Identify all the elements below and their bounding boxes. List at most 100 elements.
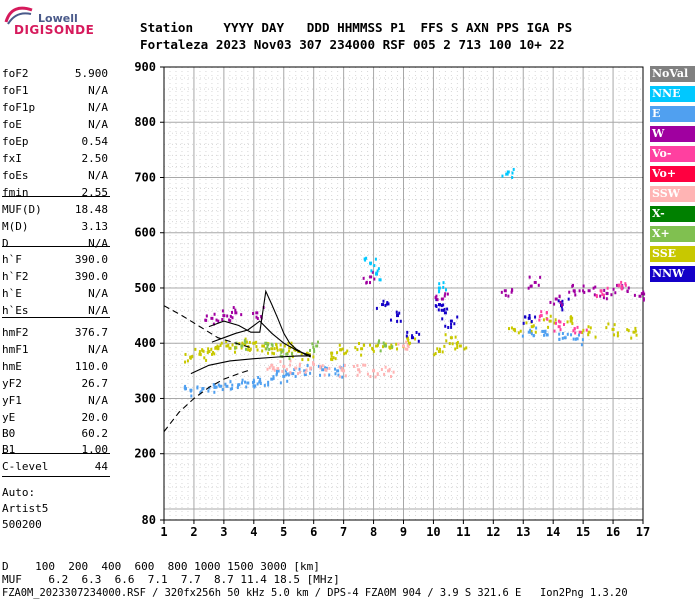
data-point-sse — [217, 345, 220, 349]
data-point-e — [252, 384, 255, 388]
x-tick-label: 17 — [636, 525, 650, 539]
data-point-sse — [626, 328, 629, 332]
data-point-w — [553, 302, 556, 306]
data-point-e — [286, 379, 289, 383]
data-point-ssw — [299, 370, 302, 374]
data-point-e — [229, 380, 232, 384]
data-point-w — [599, 294, 602, 298]
data-point-e — [581, 338, 584, 342]
data-point-nnw — [527, 316, 531, 320]
data-point-w — [605, 297, 608, 301]
data-point-e — [328, 373, 331, 377]
data-point-e — [561, 336, 564, 340]
param-value-hme: 110.0 — [74, 360, 108, 373]
data-point-e — [275, 369, 278, 373]
data-point-vo — [538, 318, 541, 322]
data-point-sse — [510, 326, 513, 330]
data-point-e — [570, 333, 573, 337]
data-point-nnw — [389, 318, 392, 322]
data-point-vo — [554, 321, 557, 325]
data-point-sse — [632, 330, 636, 334]
data-point-vo — [540, 310, 543, 314]
data-point-e — [303, 369, 307, 373]
data-point-ssw — [298, 362, 301, 366]
data-point-sse — [338, 343, 341, 347]
data-point-w — [559, 300, 562, 304]
data-point-e — [521, 334, 524, 338]
data-point-sse — [587, 325, 590, 329]
panel-divider — [2, 476, 110, 477]
data-point-vo — [557, 319, 560, 323]
data-point-e — [256, 382, 259, 386]
data-point-sse — [184, 352, 187, 356]
data-point-ssw — [356, 373, 359, 377]
data-point-ssw — [390, 374, 393, 378]
data-point-x — [268, 347, 271, 351]
data-point-vo — [620, 284, 623, 288]
data-point-ssw — [312, 363, 315, 367]
data-point-e — [208, 386, 211, 390]
data-point-nnw — [443, 311, 447, 315]
x-tick-label: 15 — [576, 525, 590, 539]
data-point-sse — [206, 351, 209, 355]
param-value-fmin: 2.55 — [81, 186, 109, 199]
data-point-e — [220, 384, 223, 388]
data-point-nnw — [417, 339, 420, 343]
param-label-fof1p: foF1p — [2, 101, 36, 114]
data-point-e — [201, 387, 204, 391]
data-point-nne — [444, 288, 447, 292]
data-point-vo — [572, 329, 575, 333]
data-point-e — [580, 343, 583, 347]
data-point-sse — [248, 340, 251, 344]
data-point-sse — [571, 316, 574, 320]
data-point-w — [626, 289, 629, 293]
data-point-e — [272, 375, 275, 379]
data-point-ssw — [343, 363, 346, 367]
y-tick-label: 500 — [134, 281, 156, 295]
data-point-nnw — [386, 301, 389, 305]
param-label-foep: foEp — [2, 135, 29, 148]
data-point-sse — [530, 330, 533, 334]
data-point-x — [313, 349, 316, 353]
data-point-sse — [290, 341, 293, 345]
data-point-vo — [620, 280, 623, 284]
data-point-sse — [547, 325, 550, 329]
data-point-x — [288, 357, 291, 361]
data-point-sse — [184, 360, 187, 364]
data-point-ssw — [312, 361, 315, 365]
data-point-nnw — [410, 336, 414, 340]
data-point-sse — [553, 321, 556, 325]
data-point-sse — [336, 351, 339, 355]
data-point-w — [231, 310, 234, 314]
data-point-nnw — [560, 305, 563, 309]
x-tick-label: 16 — [606, 525, 620, 539]
data-point-nnw — [456, 315, 459, 319]
data-point-sse — [227, 343, 230, 347]
param-label-hmf1: hmF1 — [2, 343, 29, 356]
data-point-vo — [601, 292, 604, 296]
data-point-e — [190, 394, 193, 398]
data-point-nnw — [387, 302, 390, 306]
param-value-hes: N/A — [88, 304, 108, 317]
param-label-yf2: yF2 — [2, 377, 22, 390]
data-point-sse — [456, 340, 459, 344]
data-point-e — [334, 372, 337, 376]
data-point-w — [558, 294, 561, 298]
data-point-w — [587, 289, 591, 293]
data-point-e — [245, 385, 248, 389]
data-point-nnw — [396, 319, 399, 323]
data-point-sse — [216, 347, 220, 351]
data-point-sse — [241, 341, 244, 345]
data-point-e — [317, 364, 320, 368]
data-point-sse — [589, 326, 592, 330]
data-point-sse — [613, 323, 616, 327]
data-point-w — [602, 296, 605, 300]
data-point-ssw — [271, 367, 274, 371]
data-point-ssw — [277, 367, 280, 371]
data-point-w — [642, 290, 645, 294]
data-point-sse — [634, 326, 637, 330]
data-point-nnw — [395, 310, 398, 314]
data-point-ssw — [338, 365, 341, 369]
data-point-e — [298, 367, 301, 371]
data-point-nne — [376, 269, 379, 273]
